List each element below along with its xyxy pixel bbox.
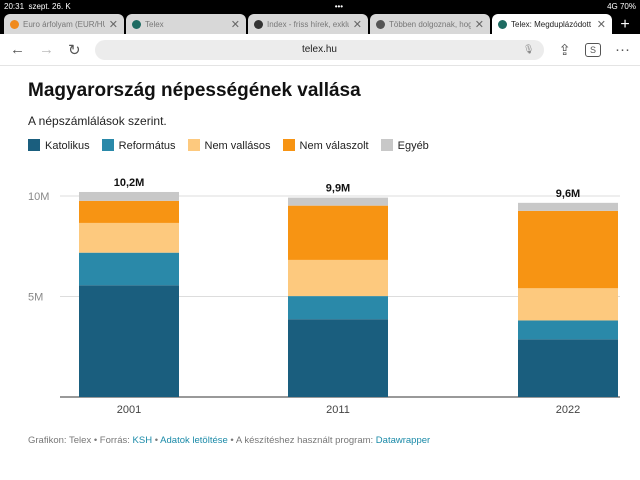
footer-credit: Grafikon: Telex • Forrás: [28, 435, 133, 446]
back-icon[interactable]: ← [10, 41, 25, 58]
tab-label: Telex [145, 19, 164, 29]
bar-segment-nem-válaszolt [288, 205, 388, 260]
x-tick-label: 2022 [556, 404, 580, 416]
legend-item: Egyéb [380, 139, 429, 152]
legend-label: Katolikus [45, 140, 90, 152]
url-text: telex.hu [301, 44, 337, 55]
legend-label: Nem válaszolt [299, 140, 369, 152]
tab-label: Euro árfolyam (EUR/HUF) [23, 19, 105, 29]
bar-segment-egyéb [288, 197, 388, 206]
legend-swatch [380, 139, 393, 151]
tab-label: Index - friss hírek, exkluzív [267, 19, 349, 29]
bar-segment-katolikus [518, 339, 618, 397]
favicon-icon [254, 19, 263, 29]
bar-total-label: 10,2M [114, 177, 145, 189]
legend-item: Nem válaszolt [282, 139, 369, 152]
y-tick-label: 10M [28, 191, 49, 203]
download-data-link[interactable]: Adatok letöltése [160, 435, 228, 446]
legend-swatch [282, 139, 295, 151]
tab-bar: Euro árfolyam (EUR/HUF)✕Telex✕Index - fr… [0, 12, 640, 34]
tab-label: Többen dolgoznak, hogy [389, 19, 471, 29]
favicon-icon [10, 19, 19, 29]
microphone-icon[interactable]: 🎙 [522, 44, 535, 54]
favicon-icon [132, 19, 141, 29]
forward-icon[interactable]: → [39, 41, 54, 58]
legend-swatch [28, 139, 40, 151]
datawrapper-link[interactable]: Datawrapper [375, 435, 431, 446]
x-tick-label: 2001 [117, 404, 141, 416]
bar-segment-katolikus [288, 319, 388, 397]
y-tick-label: 5M [28, 292, 43, 304]
bar-segment-nem-vallásos [288, 259, 388, 297]
close-tab-icon[interactable]: ✕ [596, 18, 606, 31]
legend-item: Nem vallásos [187, 139, 271, 152]
chart-footer: Grafikon: Telex • Forrás: KSH • Adatok l… [28, 435, 430, 446]
menu-icon[interactable]: ··· [615, 41, 630, 58]
legend-swatch [101, 139, 114, 151]
tab-0[interactable]: Euro árfolyam (EUR/HUF)✕ [4, 14, 124, 34]
legend-label: Nem vallásos [204, 140, 271, 152]
bar-segment-nem-válaszolt [79, 200, 179, 223]
favicon-icon [376, 19, 385, 29]
status-signal: 4G 70% [607, 1, 636, 11]
share-icon[interactable]: ⇪ [558, 41, 571, 59]
ksh-link[interactable]: KSH [132, 435, 153, 446]
close-tab-icon[interactable]: ✕ [474, 18, 484, 31]
x-tick-label: 2011 [326, 404, 350, 416]
chart-title: Magyarország népességének vallása [28, 80, 361, 101]
bar-segment-nem-vallásos [79, 222, 179, 253]
legend-label: Református [118, 140, 176, 152]
bar-segment-nem-válaszolt [518, 210, 618, 289]
legend-label: Egyéb [397, 140, 429, 152]
close-tab-icon[interactable]: ✕ [108, 18, 118, 31]
chart-subtitle: A népszámlálások szerint. [28, 114, 167, 128]
tabs-count-icon[interactable]: S [584, 42, 601, 57]
favicon-icon [498, 19, 507, 29]
status-time: 20:31 szept. 26. K [4, 1, 71, 11]
footer-tool-label: • A készítéshez használt program: [227, 435, 376, 446]
new-tab-button[interactable]: + [620, 16, 630, 33]
tab-2[interactable]: Index - friss hírek, exkluzív✕ [248, 14, 368, 34]
tab-1[interactable]: Telex ✕ [126, 14, 246, 34]
chart-legend: Katolikus Református Nem vallásos Nem válas… [28, 139, 429, 152]
legend-swatch [187, 139, 200, 151]
bar-segment-katolikus [79, 285, 179, 397]
tab-label: Telex: Megduplázódott [511, 19, 592, 29]
bar-segment-református [518, 320, 618, 340]
more-dots-icon[interactable]: ••• [334, 1, 344, 11]
bar-total-label: 9,9M [326, 183, 350, 195]
tab-4[interactable]: Telex: Megduplázódott ✕ [492, 14, 612, 34]
tab-3[interactable]: Többen dolgoznak, hogy ✕ [370, 14, 490, 34]
status-bar: 20:31 szept. 26. K ••• 4G 70% [0, 0, 640, 12]
legend-item: Katolikus [28, 139, 90, 152]
address-bar[interactable]: telex.hu 🎙 [94, 39, 545, 60]
bar-segment-nem-vallásos [518, 288, 618, 321]
stacked-bar-chart: 10M 5M 10,2M 2001 9,9M 2011 9,6M 2022 [28, 177, 620, 416]
bar-segment-egyéb [79, 191, 179, 201]
browser-toolbar: ← → ↻ telex.hu 🎙 ⇪ S ··· [0, 34, 640, 66]
bar-segment-református [288, 296, 388, 320]
reload-icon[interactable]: ↻ [68, 41, 81, 59]
bar-total-label: 9,6M [556, 188, 580, 200]
close-tab-icon[interactable]: ✕ [230, 18, 240, 31]
close-tab-icon[interactable]: ✕ [352, 18, 362, 31]
bar-segment-egyéb [518, 202, 618, 211]
legend-item: Református [101, 139, 176, 152]
footer-sep: • [152, 435, 161, 446]
bar-segment-református [79, 252, 179, 286]
